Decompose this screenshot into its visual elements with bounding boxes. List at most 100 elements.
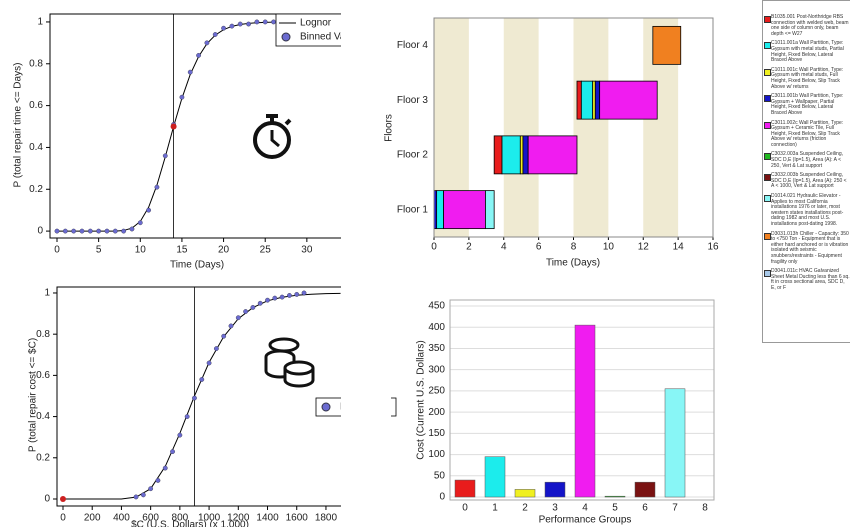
data-point [213,346,219,352]
bar [574,324,596,498]
y-tick-label: 100 [428,449,445,460]
data-point [162,153,168,159]
data-point [140,492,146,498]
data-point [187,69,193,75]
legend-item: C1011.001c Wall Partition, Type: Gypsum … [763,66,850,90]
x-tick-label: 4 [582,503,588,514]
bar [484,456,506,498]
x-tick-label: 800 [172,513,189,524]
data-point [246,21,251,27]
legend-label: C3011.001b Wall Partition, Type: Gypsum … [771,93,844,116]
data-point [235,315,241,321]
legend-item: C3032.003b Suspended Ceiling, SDC D,E (I… [763,172,850,190]
x-tick-label: 10 [135,245,147,256]
plot-frame [56,286,347,507]
plot-frame [433,17,714,238]
data-point [204,40,210,46]
data-point [154,184,160,190]
y-tick-label: Floor 4 [397,40,429,51]
data-point [257,300,263,306]
x-tick-label: 25 [260,245,272,256]
y-tick-label: 200 [428,407,445,418]
x-tick-label: 2 [466,242,472,253]
y-tick-label: 0.2 [36,452,50,463]
data-point [265,297,270,303]
highlight-point [59,495,66,502]
data-point [243,309,249,314]
plot-frame [49,13,347,239]
x-tick-label: 5 [612,503,618,514]
legend-swatch [764,42,771,50]
bar [544,481,566,498]
data-point [262,19,268,25]
data-point [71,228,77,234]
y-tick-label: Floor 1 [397,204,429,215]
legend-swatch [764,153,771,161]
bar [664,388,686,498]
y-axis-label: P (total repair cost <= $C) [28,338,39,452]
x-tick-label: 2 [522,503,528,514]
task-segment [599,80,658,120]
legend-swatch [764,174,771,182]
bar [454,479,476,498]
y-tick-label: 0 [439,492,445,503]
legend-label: D3041.011c HVAC Galvanized Sheet Metal D… [771,268,850,291]
task-segment [576,80,582,120]
data-point [279,294,285,300]
legend-label: D3031.013h Chiller - Capacity: 350 to <7… [771,230,849,265]
legend-item: D1014.021 Hydraulic Elevator - Applies t… [763,193,850,228]
bar [514,489,536,498]
task-segment [594,80,601,120]
y-tick-label: 0.2 [29,184,43,195]
y-tick-label: Floor 3 [397,95,429,106]
task-segment [527,135,578,175]
y-tick-label: 300 [428,364,445,375]
x-tick-label: 7 [672,503,678,514]
x-tick-label: 6 [536,242,542,253]
task-segment [522,135,529,175]
legend-item: B1035.001 Post-Northridge RBS connection… [763,14,850,37]
legend-swatch [764,232,771,240]
legend-label: C3011.002c Wall Partition, Type: Gypsum … [771,119,844,148]
stopwatch-icon [253,114,292,159]
y-tick-label: 150 [428,428,445,439]
legend-label: Lognor [300,18,332,29]
data-point [184,414,190,419]
x-tick-label: 1400 [256,513,279,524]
shade-band [573,18,609,237]
legend-swatch [764,68,771,76]
x-tick-label: 600 [142,513,159,524]
y-tick-label: 0.4 [29,142,43,153]
y-tick-label: 0.6 [36,370,50,381]
task-segment [443,190,486,230]
data-point [62,228,68,234]
x-tick-label: 14 [673,242,685,253]
y-axis-label: Floors [384,114,395,142]
y-axis-label: Cost (Current U.S. Dollars) [416,340,427,459]
x-axis-label: Time (Days) [546,258,600,269]
data-point [148,486,154,492]
edge-mask [341,281,391,512]
y-axis-label: P (total repair time <= Days) [13,63,24,188]
legend-label: C3032.003b Suspended Ceiling, SDC D,E (I… [771,172,847,190]
x-tick-label: 15 [176,245,188,256]
data-point [221,25,226,31]
data-point [192,395,197,401]
y-tick-label: 1 [37,17,43,28]
legend-label: C1011.001c Wall Partition, Type: Gypsum … [771,66,844,90]
y-tick-label: 350 [428,343,445,354]
data-point [129,226,135,232]
plot-frame [449,299,715,501]
x-tick-label: 0 [60,513,66,524]
highlight-point [170,123,177,130]
task-segment [436,190,444,230]
legend-swatch [764,195,771,203]
data-point [96,228,102,234]
data-point [206,360,212,366]
data-point [121,228,127,234]
y-tick-label: 1 [44,288,50,299]
cdf-line [62,292,341,500]
legend-item: C3011.002c Wall Partition, Type: Gypsum … [763,119,850,149]
